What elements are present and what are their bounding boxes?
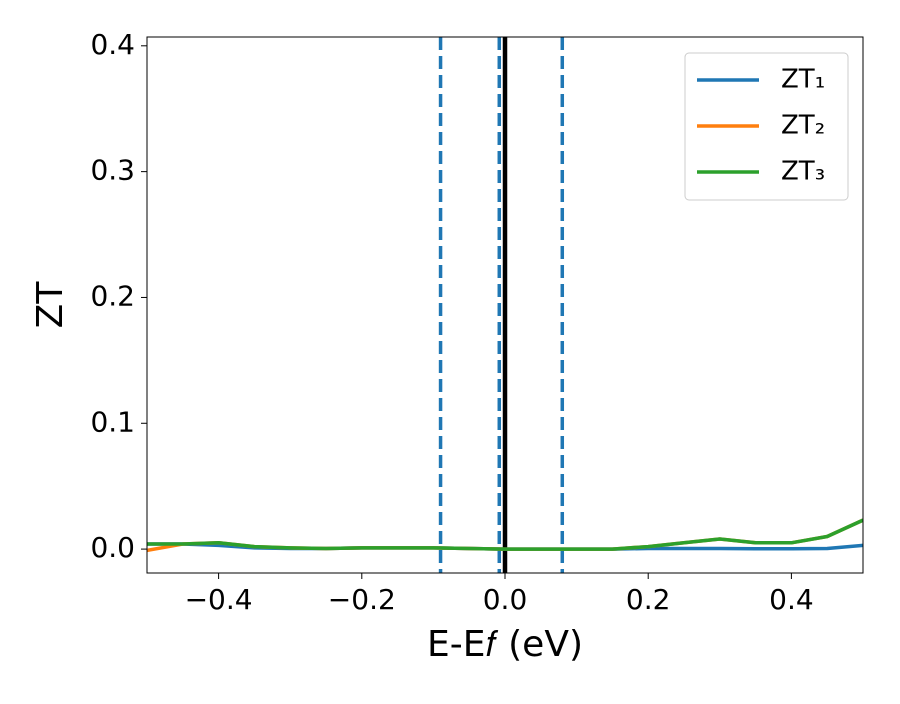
x-tick-label: 0.0 (483, 583, 528, 616)
x-tick-label: −0.2 (328, 583, 396, 616)
y-tick-label: 0.2 (90, 279, 135, 312)
y-axis-label: ZT (30, 281, 71, 329)
data-line (147, 518, 863, 551)
y-tick-label: 0.4 (90, 28, 135, 61)
y-tick-label: 0.3 (90, 154, 135, 187)
x-tick-label: −0.4 (185, 583, 253, 616)
y-tick-label: 0.0 (90, 531, 135, 564)
x-axis-label: E-E𝑓 (eV) (427, 624, 583, 665)
legend-label: ZT₃ (781, 157, 825, 187)
y-tick-label: 0.1 (90, 405, 135, 438)
x-tick-label: 0.4 (769, 583, 814, 616)
legend-label: ZT₁ (781, 65, 825, 95)
legend-box (684, 52, 849, 201)
legend: ZT₁ ZT₂ ZT₃ (684, 52, 849, 201)
x-tick-label: 0.2 (626, 583, 671, 616)
plot-area (147, 37, 863, 573)
legend-label: ZT₂ (781, 111, 825, 141)
